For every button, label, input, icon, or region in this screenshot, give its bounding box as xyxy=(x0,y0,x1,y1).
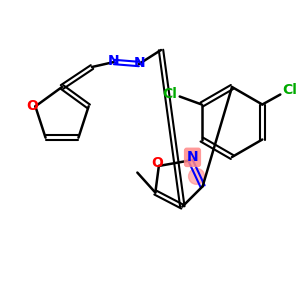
Text: Cl: Cl xyxy=(282,83,297,98)
Text: N: N xyxy=(187,150,198,164)
Text: N: N xyxy=(134,56,146,70)
Text: Cl: Cl xyxy=(162,88,177,101)
Text: O: O xyxy=(26,99,38,113)
Text: N: N xyxy=(108,54,120,68)
Circle shape xyxy=(189,168,205,184)
Text: O: O xyxy=(151,156,163,170)
